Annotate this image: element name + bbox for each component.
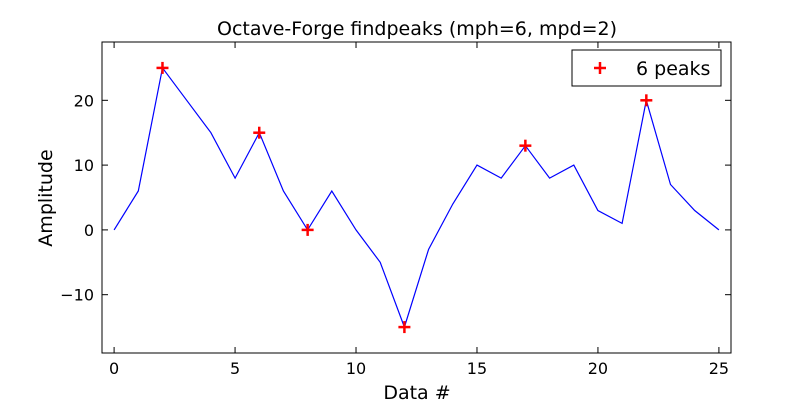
peak-marker bbox=[253, 126, 266, 139]
y-tick-label: −10 bbox=[60, 286, 94, 305]
plot-frame bbox=[101, 41, 732, 354]
x-tick-label: 0 bbox=[109, 359, 119, 378]
x-axis-label: Data # bbox=[383, 382, 450, 404]
y-tick-label: 10 bbox=[74, 156, 94, 175]
y-tick-label: 20 bbox=[74, 91, 94, 110]
series-line bbox=[113, 66, 720, 329]
x-tick-label: 20 bbox=[588, 359, 608, 378]
peak-marker bbox=[398, 321, 411, 334]
y-axis-label: Amplitude bbox=[35, 149, 57, 246]
peak-marker bbox=[640, 94, 653, 107]
peak-marker bbox=[301, 223, 314, 236]
plot-area: 0 5 10 15 20 25 −10 0 10 20 bbox=[60, 41, 732, 378]
x-tick-label: 5 bbox=[230, 359, 240, 378]
legend-label: 6 peaks bbox=[636, 58, 710, 80]
peak-marker bbox=[519, 139, 532, 152]
peak-marker bbox=[156, 61, 169, 74]
x-tick-label: 25 bbox=[709, 359, 729, 378]
chart-title: Octave-Forge findpeaks (mph=6, mpd=2) bbox=[217, 18, 617, 40]
y-tick-label: 0 bbox=[84, 221, 94, 240]
legend: 6 peaks bbox=[571, 49, 722, 87]
legend-marker bbox=[594, 62, 606, 74]
x-tick-label: 15 bbox=[467, 359, 487, 378]
x-tick-label: 10 bbox=[346, 359, 366, 378]
